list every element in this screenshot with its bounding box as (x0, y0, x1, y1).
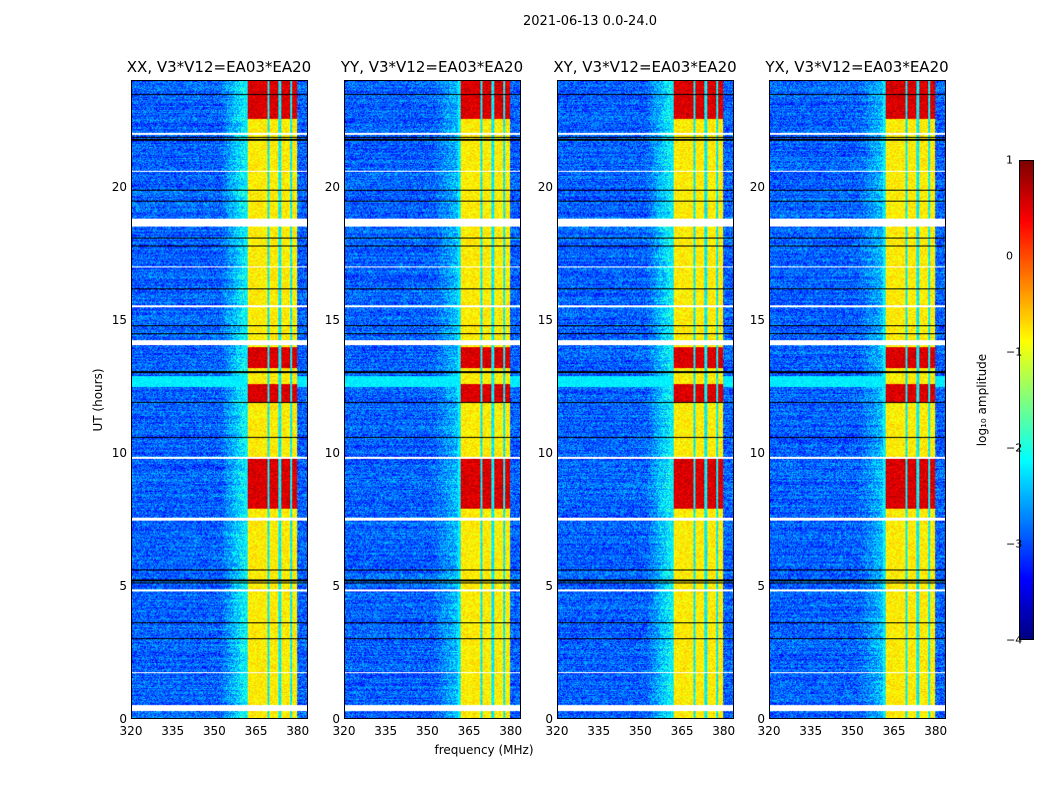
y-tick-label: 5 (757, 578, 765, 593)
x-tick-label: 320 (119, 724, 143, 738)
y-tick-label: 5 (119, 578, 127, 593)
x-tick-label: 380 (924, 724, 948, 738)
x-tick-label: 320 (332, 724, 356, 738)
x-tick-label: 335 (161, 724, 185, 738)
y-tick-label: 20 (537, 179, 553, 194)
y-tick-label: 20 (749, 179, 765, 194)
x-tick-label: 335 (374, 724, 398, 738)
colorbar (1019, 160, 1034, 640)
x-tick-label: 365 (457, 724, 481, 738)
x-tick-label: 350 (628, 724, 652, 738)
heatmap-xx (131, 80, 308, 719)
y-tick-label: 0 (119, 712, 127, 726)
figure-title: 2021-06-13 0.0-24.0 (523, 14, 657, 29)
y-tick-label: 20 (111, 179, 127, 194)
colorbar-tick-label: −3 (1006, 537, 1023, 551)
y-axis-label: UT (hours) (91, 368, 105, 432)
x-tick-label: 365 (670, 724, 694, 738)
y-tick-label: 15 (537, 312, 553, 327)
y-tick-label: 0 (545, 712, 553, 726)
x-tick-label: 335 (799, 724, 823, 738)
x-tick-label: 350 (840, 724, 864, 738)
y-tick-label: 10 (537, 445, 553, 460)
y-tick-label: 15 (111, 312, 127, 327)
x-tick-label: 365 (882, 724, 906, 738)
x-tick-label: 320 (545, 724, 569, 738)
colorbar-tick-label: 1 (1006, 153, 1013, 167)
y-tick-label: 10 (111, 445, 127, 460)
y-tick-label: 15 (324, 312, 340, 327)
colorbar-label: log₁₀ amplitude (975, 353, 989, 447)
colorbar-tick-label: 0 (1006, 249, 1013, 263)
x-tick-label: 350 (415, 724, 439, 738)
y-tick-label: 20 (324, 179, 340, 194)
x-tick-label: 320 (757, 724, 781, 738)
y-tick-label: 0 (757, 712, 765, 726)
x-tick-label: 365 (244, 724, 268, 738)
panel-title-xy: XY, V3*V12=EA03*EA20 (553, 58, 737, 76)
y-tick-label: 10 (324, 445, 340, 460)
colorbar-tick-label: −2 (1006, 441, 1023, 455)
y-tick-label: 15 (749, 312, 765, 327)
x-tick-label: 350 (202, 724, 226, 738)
heatmap-yx (769, 80, 946, 719)
panel-title-yy: YY, V3*V12=EA03*EA20 (340, 58, 524, 76)
y-tick-label: 10 (749, 445, 765, 460)
y-tick-label: 0 (332, 712, 340, 726)
panel-title-yx: YX, V3*V12=EA03*EA20 (765, 58, 949, 76)
panel-title-xx: XX, V3*V12=EA03*EA20 (126, 58, 312, 76)
x-tick-label: 380 (712, 724, 736, 738)
x-tick-label: 380 (286, 724, 310, 738)
heatmap-yy (344, 80, 521, 719)
colorbar-tick-label: −1 (1006, 345, 1023, 359)
x-tick-label: 335 (587, 724, 611, 738)
y-tick-label: 5 (332, 578, 340, 593)
y-tick-label: 5 (545, 578, 553, 593)
heatmap-xy (557, 80, 734, 719)
colorbar-tick-label: −4 (1006, 633, 1023, 647)
x-axis-label: frequency (MHz) (434, 743, 534, 757)
x-tick-label: 380 (499, 724, 523, 738)
